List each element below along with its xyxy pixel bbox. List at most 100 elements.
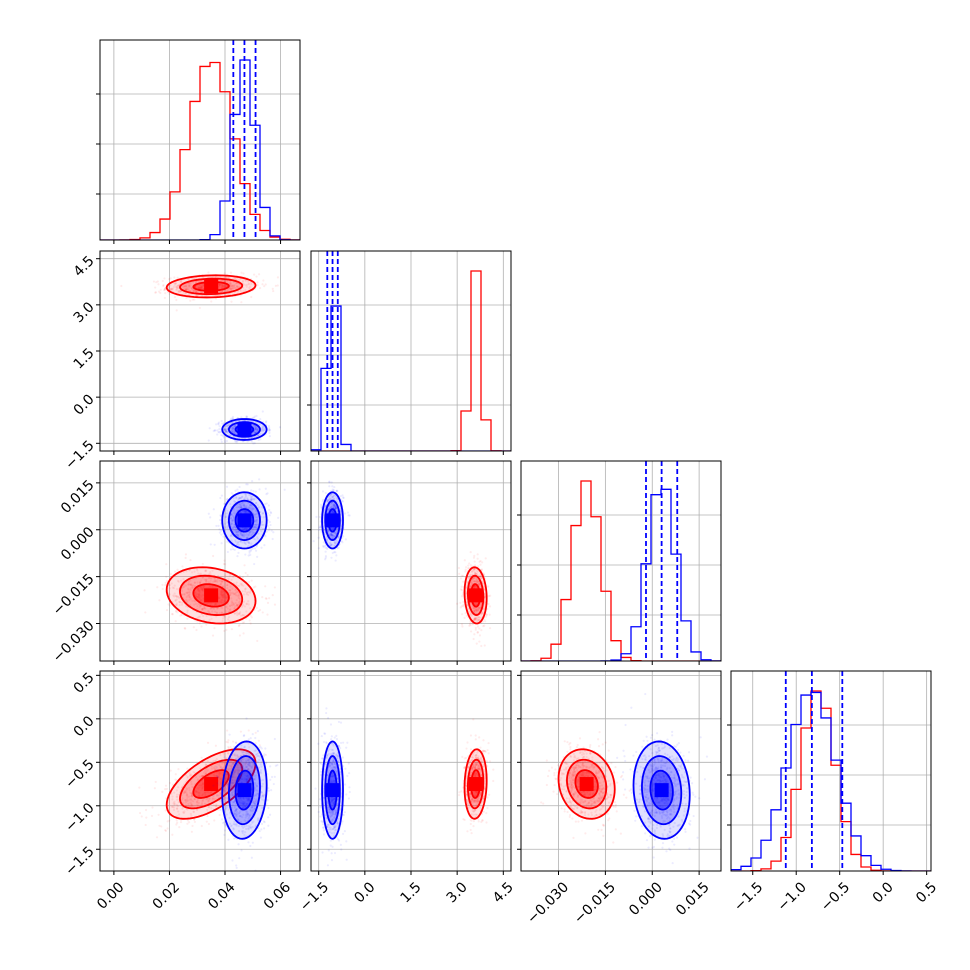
scatter-point [239,540,242,543]
scatter-point [473,633,476,636]
scatter-point [202,589,205,593]
scatter-point [237,755,240,759]
scatter-point [196,604,199,608]
scatter-point [232,431,235,434]
scatter-point [218,772,221,775]
scatter-point [332,506,336,509]
scatter-point [207,806,210,809]
scatter-point [476,631,479,634]
scatter-point [198,597,201,600]
scatter-point [190,804,193,807]
scatter-point [261,429,264,433]
scatter-point [208,585,212,588]
scatter-point [238,485,241,489]
scatter-point [340,540,343,543]
scatter-point [209,570,212,574]
scatter-point [326,547,329,551]
scatter-point [258,488,261,491]
scatter-point [231,513,234,516]
scatter-point [222,535,225,538]
scatter-point [254,526,257,530]
scatter-point [253,415,256,418]
panel-content [143,478,286,643]
scatter-point [254,513,257,516]
scatter-point [254,428,257,431]
scatter-point [250,489,253,492]
scatter-point [186,286,189,289]
scatter-point [227,424,230,427]
scatter-point [187,288,191,292]
scatter-point [244,510,247,513]
scatter-point [186,794,189,797]
scatter-point [229,593,232,597]
scatter-point [171,287,174,291]
scatter-point [216,606,219,610]
scatter-point [221,601,224,604]
scatter-point [225,514,228,517]
scatter-point [193,584,196,588]
scatter-point [206,586,210,589]
scatter-point [336,540,339,543]
scatter-point [459,588,463,591]
scatter-point [230,784,233,788]
scatter-point [267,429,271,432]
scatter-point [253,498,256,501]
scatter-point [232,427,235,430]
scatter-point [251,416,254,420]
scatter-point [161,583,164,586]
scatter-point [489,594,492,597]
scatter-point [200,802,204,805]
scatter-point [262,428,265,432]
scatter-point [217,430,220,434]
scatter-point [220,771,224,774]
scatter-point [261,595,264,599]
scatter-point [225,498,229,501]
scatter-point [227,747,230,750]
scatter-point [164,292,167,295]
scatter-point [186,775,189,778]
scatter-point [469,602,473,605]
scatter-point [230,760,233,763]
scatter-point [186,282,189,285]
scatter-point [212,508,215,511]
scatter-point [250,498,253,502]
scatter-point [241,621,244,624]
scatter-point [469,630,473,633]
scatter-point [245,495,248,498]
scatter-point [264,283,267,286]
scatter-point [199,291,202,294]
scatter-point [330,493,333,496]
scatter-point [326,509,329,512]
scatter-point [479,563,482,566]
scatter-point [214,774,218,777]
scatter-point [249,497,253,501]
scatter-point [478,583,481,586]
scatter-point [173,296,177,299]
scatter-point [256,281,259,284]
scatter-point [220,438,223,441]
scatter-point [230,517,233,520]
scatter-point [333,504,336,507]
y-tick-label: −0.030 [50,618,98,666]
scatter-point [184,627,187,630]
scatter-point [201,786,204,789]
scatter-point [180,603,184,606]
scatter-point [233,761,236,764]
scatter-point [222,798,225,801]
scatter-point [230,421,234,424]
scatter-point [223,559,226,562]
scatter-point [189,798,193,801]
scatter-point [229,422,232,425]
scatter-point [330,534,333,537]
scatter-point [225,439,229,443]
scatter-point [235,604,238,607]
scatter-point [181,586,184,589]
scatter-point [262,279,265,282]
scatter-point [213,767,216,771]
scatter-point [460,588,463,592]
scatter-point [235,506,238,509]
scatter-point [193,603,196,606]
scatter-point [476,553,479,556]
scatter-point [233,424,237,427]
scatter-point [274,284,277,287]
